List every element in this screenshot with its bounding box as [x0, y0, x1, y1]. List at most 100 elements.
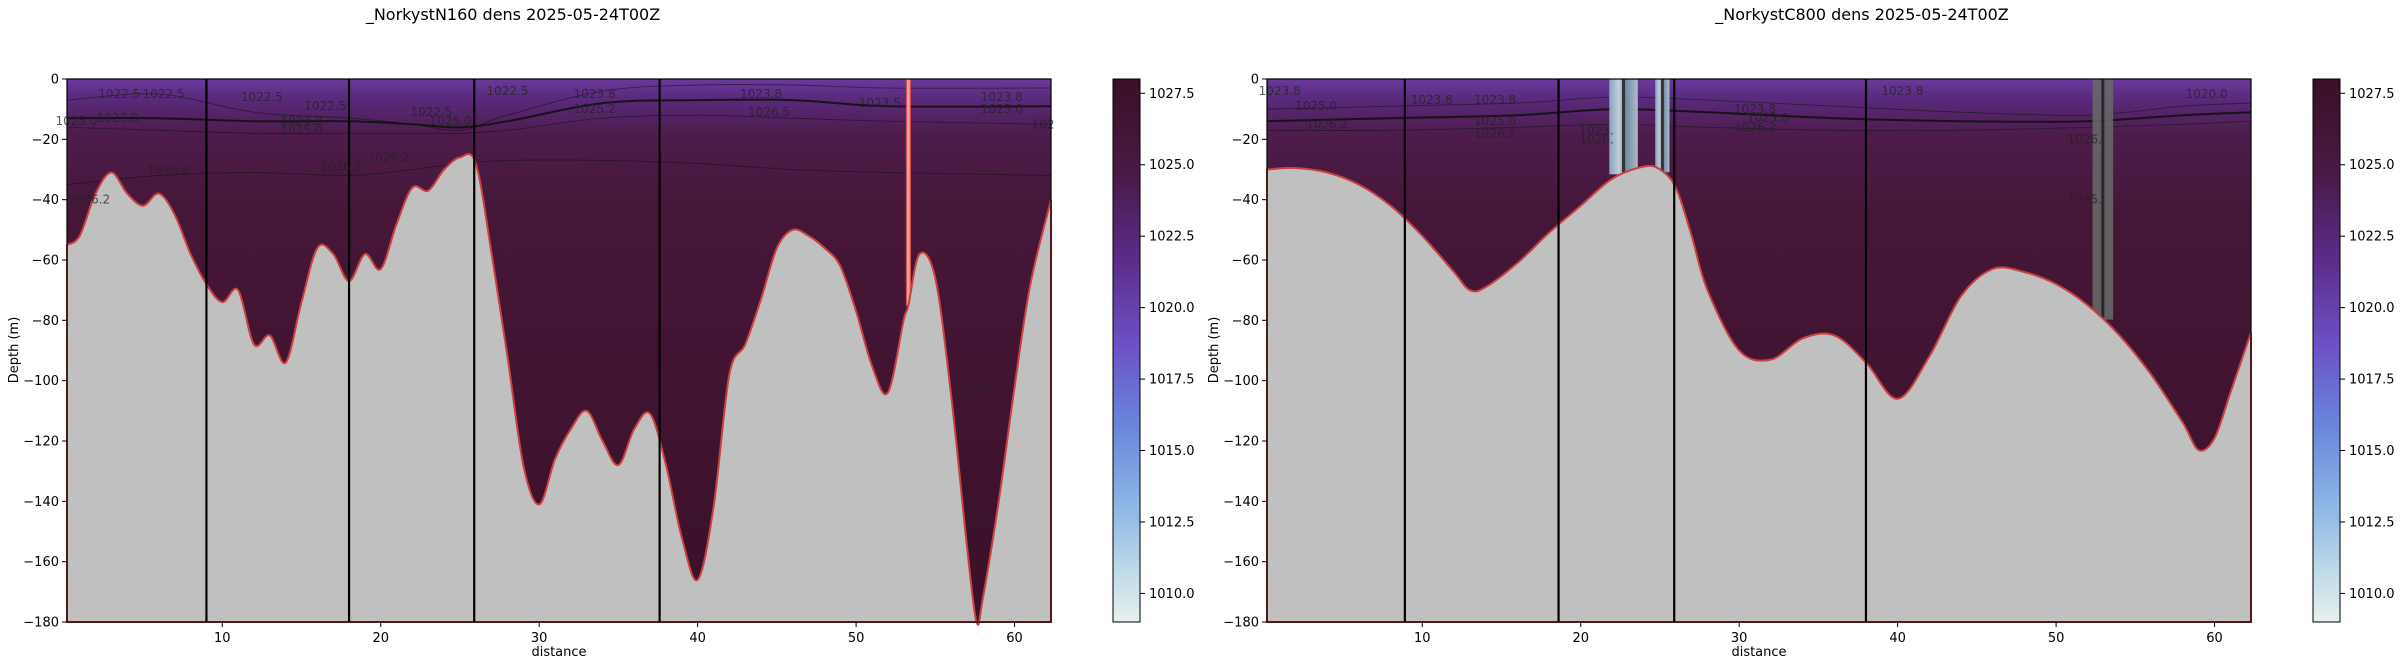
density-contours — [1266, 96, 2252, 132]
contour-label: 1026.2 — [368, 150, 410, 164]
contour-label: 1025.0 — [1747, 111, 1789, 125]
special-marker-line — [905, 78, 911, 306]
colorbar-tick-label: 1010.0 — [1149, 587, 1195, 602]
chart-title: _NorkystN160 dens 2025-05-24T00Z — [365, 5, 660, 25]
y-tick-label: −40 — [32, 193, 59, 208]
contour-label: 1025.0 — [1474, 114, 1516, 128]
density-contours — [66, 83, 1052, 186]
contour-label: 1023.8 — [574, 87, 616, 101]
contour-label: 1025.0 — [281, 123, 323, 137]
contour-label: 1022.5 — [410, 105, 452, 119]
y-tick-label: −140 — [23, 495, 59, 510]
data-gap-stripe-core — [1660, 79, 1664, 173]
y-tick-label: −100 — [1223, 374, 1259, 389]
contour-label: 1025.0 — [1295, 99, 1337, 113]
colorbar-tick-label: 1010.0 — [2349, 587, 2395, 602]
y-tick-label: 0 — [51, 73, 59, 88]
colorbar-tick-label: 1012.5 — [2349, 515, 2395, 530]
contour-line-1023-8 — [66, 98, 1052, 129]
x-tick-label: 30 — [531, 631, 548, 646]
contour-label: 1023.8 — [1474, 93, 1516, 107]
contour-label: 1026.2 — [68, 193, 110, 207]
contour-label: 1023.8 — [740, 87, 782, 101]
contour-label: 1025. — [2067, 193, 2101, 207]
y-tick-label: −20 — [1232, 133, 1259, 148]
contour-label: 1022.5 — [241, 90, 283, 104]
contour-label: 1023.8 — [1734, 102, 1776, 116]
contour-label: 1022.5 — [304, 99, 346, 113]
x-tick-label: 20 — [372, 631, 389, 646]
x-tick-label: 50 — [848, 631, 865, 646]
x-tick-label: 60 — [1006, 631, 1023, 646]
colorbar: 1027.5 1025.0 1022.5 1020.0 1017.5 1015.0 1012… — [2312, 78, 2395, 623]
contour-label: 1026.2 — [1474, 126, 1516, 140]
contour-label: 1023.8 — [97, 111, 139, 125]
contour-label: 1023.8 — [1881, 84, 1923, 98]
plot-frame — [66, 78, 1052, 623]
y-tick-label: −100 — [23, 374, 59, 389]
colorbar-tick-label: 1027.5 — [2349, 87, 2395, 102]
contour-label: 1022.5 — [98, 87, 140, 101]
colorbar-tick-label: 1025.0 — [1149, 158, 1195, 173]
y-tick-label: −80 — [32, 314, 59, 329]
plot-frame — [1266, 78, 2252, 623]
x-axis: 10 20 30 40 50 60 — [214, 622, 1023, 646]
colorbar-ticks: 1027.5 1025.0 1022.5 1020.0 1017.5 1015.0 1012… — [1140, 87, 1195, 602]
x-tick-label: 40 — [689, 631, 706, 646]
x-tick-label: 10 — [214, 631, 231, 646]
y-tick-label: −160 — [23, 555, 59, 570]
contour-line-1026-2 — [1266, 120, 2252, 132]
contour-label: 1025.0 — [981, 102, 1023, 116]
y-tick-label: −180 — [23, 616, 59, 631]
y-tick-label: −120 — [1223, 435, 1259, 450]
colorbar-tick-label: 1022.5 — [1149, 230, 1195, 245]
colorbar-tick-label: 1020.0 — [2349, 301, 2395, 316]
contour-line-1022-5 — [66, 83, 1052, 132]
contour-label: 1022.5 — [487, 84, 529, 98]
y-tick-label: −60 — [1232, 254, 1259, 269]
colorbar-gradient — [2312, 78, 2341, 623]
x-axis-label: distance — [531, 645, 586, 660]
colorbar-tick-label: 1025.0 — [2349, 158, 2395, 173]
panel-norkystn160: _NorkystN160 dens 2025-05-24T00Z 1022.5 1… — [7, 5, 1195, 660]
x-tick-label: 10 — [1414, 631, 1431, 646]
colorbar-tick-label: 1017.5 — [1149, 373, 1195, 388]
contour-label: 1020.0 — [2186, 87, 2228, 101]
y-axis-label: Depth (m) — [7, 317, 22, 384]
colorbar-tick-label: 1015.0 — [1149, 444, 1195, 459]
y-tick-label: −160 — [1223, 555, 1259, 570]
x-tick-label: 50 — [2048, 631, 2065, 646]
colorbar-ticks: 1027.5 1025.0 1022.5 1020.0 1017.5 1015.0 1012… — [2340, 87, 2395, 602]
contour-label: 1023.5 — [859, 96, 901, 110]
y-tick-label: −140 — [1223, 495, 1259, 510]
colorbar-tick-label: 1022.5 — [2349, 230, 2395, 245]
x-tick-label: 20 — [1572, 631, 1589, 646]
y-tick-label: −20 — [32, 133, 59, 148]
colorbar-tick-label: 1017.5 — [2349, 373, 2395, 388]
x-axis: 10 20 30 40 50 60 — [1414, 622, 2223, 646]
contour-label: 1025.0 — [56, 114, 98, 128]
contour-label: 1023.8 — [1259, 84, 1301, 98]
y-axis: 0 −20 −40 −60 −80 −100 −120 −140 −160 −180 — [1223, 73, 1267, 631]
section-lines — [1403, 79, 1868, 622]
data-gap-stripe-core — [2101, 79, 2105, 320]
contour-label: 1027.5 — [954, 383, 996, 397]
contour-label: 1026. — [1579, 132, 1613, 146]
colorbar: 1027.5 1025.0 1022.5 1020.0 1017.5 1015.0 1012… — [1112, 78, 1195, 623]
special-markers — [905, 78, 911, 306]
colorbar-tick-label: 1027.5 — [1149, 87, 1195, 102]
data-gap-stripe-core — [1622, 79, 1626, 175]
y-tick-label: −60 — [32, 254, 59, 269]
contour-label: 1023.8 — [981, 90, 1023, 104]
x-axis-label: distance — [1731, 645, 1786, 660]
seabed-area — [1266, 164, 2252, 623]
contour-line-1025-0 — [1266, 108, 2252, 123]
x-tick-label: 40 — [1889, 631, 1906, 646]
contour-label: 1026.2 — [320, 159, 362, 173]
colorbar-tick-label: 1020.0 — [1149, 301, 1195, 316]
contour-label: 1026.2 — [1734, 120, 1776, 134]
x-tick-label: 30 — [1731, 631, 1748, 646]
